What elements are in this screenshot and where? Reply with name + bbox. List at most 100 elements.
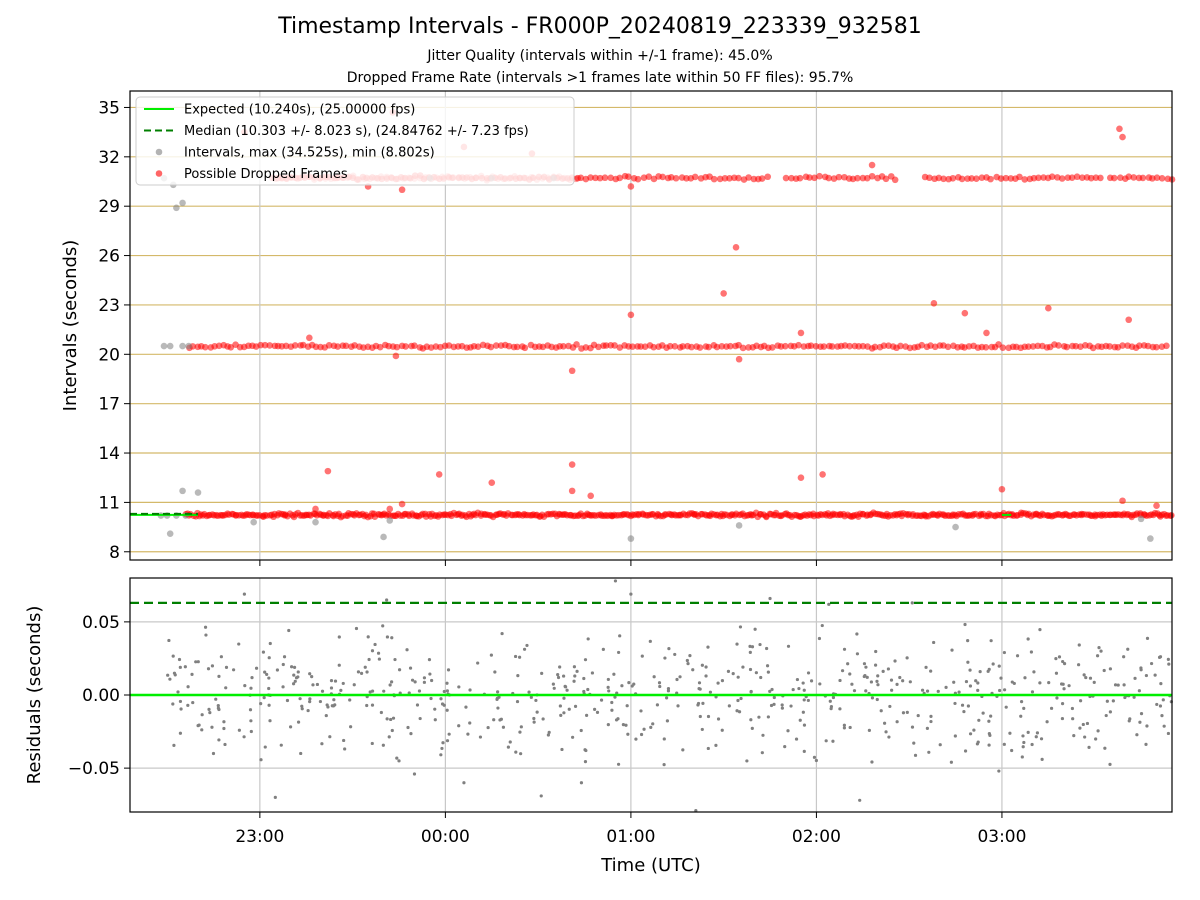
ytick-label: 20 [98, 345, 120, 365]
residual-point [601, 647, 605, 651]
residual-point [1105, 699, 1109, 703]
residual-point [298, 697, 302, 701]
residual-point [696, 701, 701, 706]
dropped-frame-point [592, 174, 599, 182]
residual-point [962, 709, 966, 714]
dropped-frame-point [342, 342, 350, 350]
residual-point [735, 642, 739, 646]
residual-point [1166, 657, 1170, 662]
residual-point [196, 660, 200, 664]
residual-point [666, 689, 671, 693]
residual-point [1022, 706, 1026, 710]
residual-point [1060, 716, 1065, 721]
residual-point [1153, 673, 1157, 677]
ytick-label: 29 [98, 197, 120, 217]
residual-point [610, 708, 614, 712]
residual-point [318, 699, 323, 704]
dropped-frame-point [1002, 174, 1010, 182]
residual-point [1097, 646, 1101, 650]
residual-point [267, 686, 271, 691]
residual-point [562, 711, 566, 715]
residual-point [986, 669, 990, 673]
residual-point [720, 728, 724, 732]
residual-point [579, 728, 583, 733]
residual-point [1139, 712, 1144, 716]
residual-point [968, 684, 973, 688]
legend-label: Intervals, max (34.525s), min (8.802s) [184, 146, 435, 161]
residual-point [265, 672, 269, 677]
residual-point [1038, 681, 1042, 685]
dropped-frame-point [1106, 343, 1113, 350]
ytick-label: 35 [98, 98, 120, 118]
residual-point [385, 635, 390, 639]
residual-point [442, 689, 446, 694]
dropped-frame-point [521, 344, 529, 352]
interval-point [185, 342, 193, 350]
residual-point [700, 727, 704, 732]
residual-point [348, 698, 352, 702]
dropped-frame-point [978, 174, 986, 182]
residual-point [987, 732, 991, 736]
xtick-label: 02:00 [792, 827, 841, 847]
residual-point [552, 686, 556, 690]
residual-point [626, 732, 630, 736]
residual-point [1127, 719, 1131, 723]
residual-point [625, 704, 629, 708]
residual-point [540, 671, 544, 675]
residual-point [685, 658, 689, 663]
dropped-frame-point [1125, 173, 1133, 180]
residual-point [806, 698, 810, 703]
residual-point [1139, 666, 1143, 670]
residual-point [968, 668, 972, 672]
residual-point [564, 685, 568, 689]
residual-point [496, 690, 500, 694]
residual-point [789, 704, 793, 708]
residual-point [556, 673, 560, 677]
dropped-frame-point [782, 174, 790, 182]
residual-point [1096, 729, 1100, 733]
dropped-frame-point [568, 367, 576, 375]
legend-box [135, 96, 575, 186]
residual-point [890, 688, 894, 692]
residual-point [275, 668, 280, 672]
residual-point [736, 698, 740, 703]
residuals-y-axis-label: Residuals (seconds) [24, 606, 45, 785]
residual-point [794, 737, 799, 741]
dropped-frame-point [474, 343, 482, 350]
dropped-frame-point [769, 344, 776, 351]
residual-point [765, 646, 769, 651]
dropped-frame-point [688, 343, 695, 351]
residual-point [259, 758, 263, 762]
dropped-frame-point [659, 173, 666, 181]
dropped-frame-point [982, 343, 990, 351]
residual-point [1035, 731, 1040, 735]
dropped-frame-point [611, 342, 618, 349]
dropped-frame-point [266, 342, 274, 349]
residual-point [492, 718, 496, 722]
residual-point [936, 689, 940, 693]
residual-point [1019, 714, 1023, 718]
residual-point [716, 681, 720, 685]
residual-point [273, 795, 277, 799]
residual-point [798, 718, 802, 722]
interval-point [952, 523, 959, 531]
residual-point [178, 731, 183, 735]
residual-point [333, 679, 338, 683]
residual-point [875, 697, 879, 702]
residual-point [1133, 676, 1137, 680]
residual-point [1081, 722, 1085, 727]
residual-point [714, 743, 718, 747]
residual-point [496, 706, 500, 710]
dropped-frame-point [1097, 174, 1104, 182]
residual-point [1084, 675, 1088, 680]
residual-point [864, 689, 868, 693]
residual-point [285, 698, 290, 703]
residual-point [237, 728, 241, 732]
residual-point [987, 743, 991, 747]
chart-title: Timestamp Intervals - FR000P_20240819_22… [278, 14, 922, 39]
dropped-frame-point [1153, 502, 1160, 509]
dropped-frame-point [334, 343, 342, 350]
residual-point [178, 665, 182, 669]
ytick-label: 14 [98, 444, 120, 464]
residual-point [571, 735, 575, 739]
